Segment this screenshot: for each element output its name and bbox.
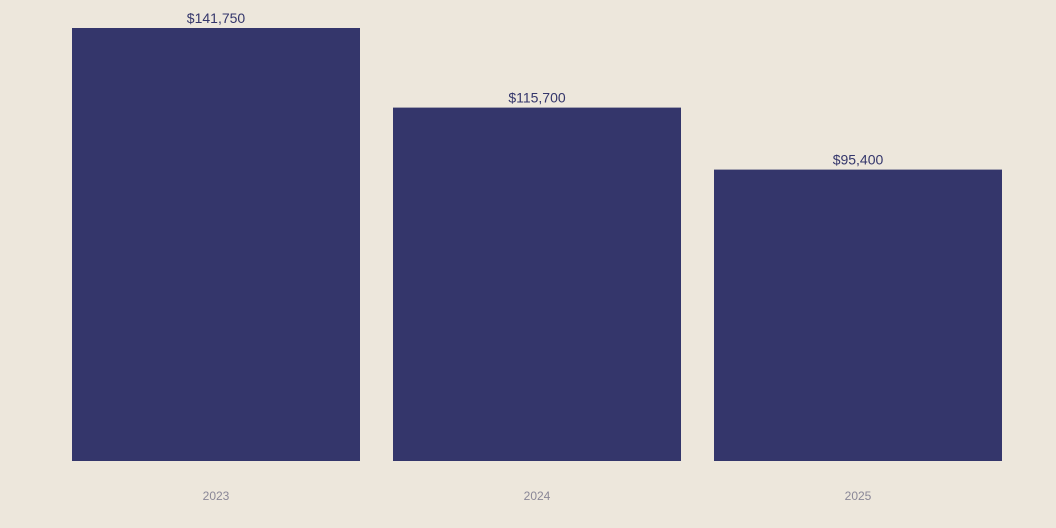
value-label-2023: $141,750 bbox=[187, 10, 246, 26]
x-tick-label-2024: 2024 bbox=[524, 489, 551, 503]
value-label-2024: $115,700 bbox=[508, 90, 566, 106]
x-tick-label-2025: 2025 bbox=[845, 489, 872, 503]
x-axis-tick-labels: 2023 2024 2025 bbox=[203, 489, 872, 503]
bar-2024 bbox=[393, 107, 681, 461]
value-label-2025: $95,400 bbox=[833, 152, 884, 168]
bar-2023 bbox=[72, 28, 360, 461]
bars-group bbox=[72, 28, 1002, 461]
bar-2025 bbox=[714, 169, 1002, 461]
value-labels-group: $141,750 $115,700 $95,400 bbox=[187, 10, 884, 168]
x-tick-label-2023: 2023 bbox=[203, 489, 230, 503]
